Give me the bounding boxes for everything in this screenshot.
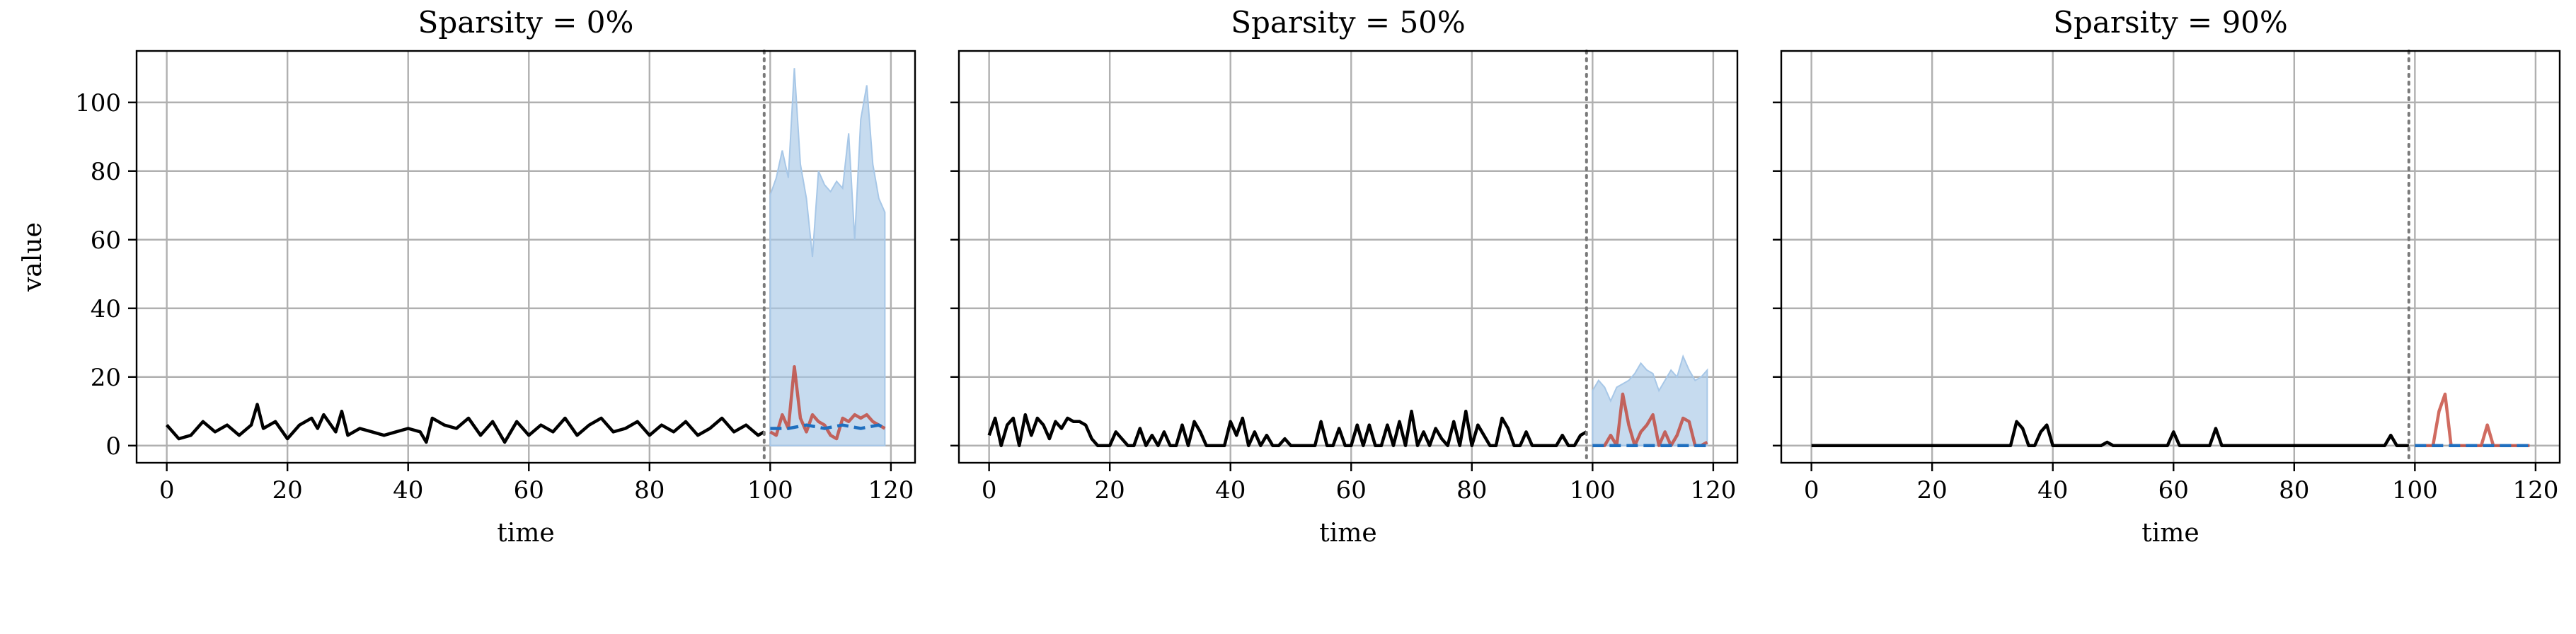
x-tick-label: 20	[1095, 476, 1125, 505]
plot-frame	[958, 50, 1739, 464]
series-actual	[2415, 392, 2530, 447]
x-axis-label: time	[1319, 519, 1376, 548]
x-tick-label: 0	[1804, 476, 1819, 505]
x-tick-label: 0	[159, 476, 175, 505]
x-axis-label: time	[497, 519, 554, 548]
y-tick-label: 40	[91, 295, 121, 323]
x-tick-label: 60	[1336, 476, 1367, 505]
panel-sparsity-50: Sparsity = 50% time 0 20 40 60 80 100 120	[950, 5, 1739, 548]
plot-frame	[135, 50, 916, 464]
x-tick-label: 120	[2512, 476, 2558, 505]
series-history	[1811, 420, 2409, 447]
x-tick-label: 40	[2037, 476, 2068, 505]
series-actual	[769, 364, 886, 441]
series-history	[165, 403, 765, 444]
x-tick-label: 120	[1690, 476, 1736, 505]
prediction-interval-band	[769, 68, 886, 446]
x-tick-label: 40	[1215, 476, 1246, 505]
series-actual	[1592, 392, 1708, 447]
panel-title: Sparsity = 50%	[1231, 5, 1466, 40]
x-tick-label: 80	[2279, 476, 2309, 505]
y-tick-label: 20	[91, 364, 121, 392]
x-tick-label: 0	[982, 476, 997, 505]
x-tick-label: 80	[634, 476, 665, 505]
series-forecast-median	[770, 423, 886, 430]
x-tick-label: 60	[514, 476, 544, 505]
x-tick-label: 80	[1456, 476, 1487, 505]
y-tick-label: 0	[105, 432, 121, 461]
series-history	[987, 410, 1587, 447]
prediction-interval-band	[1592, 354, 1708, 446]
y-tick-label: 80	[91, 158, 121, 186]
panel-title: Sparsity = 0%	[418, 5, 634, 40]
panel-sparsity-0: Sparsity = 0% time value 0 20 40 60 80 100 120…	[18, 5, 916, 548]
x-tick-label: 100	[747, 476, 793, 505]
x-tick-label: 20	[272, 476, 303, 505]
x-axis-label: time	[2141, 519, 2199, 548]
x-tick-label: 100	[1570, 476, 1616, 505]
panel-sparsity-90: Sparsity = 90% time 0 20 40 60 80 100 120	[1773, 5, 2561, 548]
y-tick-label: 100	[75, 89, 121, 117]
x-tick-label: 100	[2392, 476, 2438, 505]
y-axis-label: value	[18, 222, 47, 292]
x-tick-label: 20	[1917, 476, 1948, 505]
x-tick-label: 120	[868, 476, 914, 505]
panel-title: Sparsity = 90%	[2053, 5, 2288, 40]
x-tick-label: 60	[2158, 476, 2189, 505]
grid	[1781, 51, 2560, 463]
y-tick-label: 60	[91, 226, 121, 255]
x-tick-label: 40	[393, 476, 423, 505]
plot-frame	[1780, 50, 2561, 464]
